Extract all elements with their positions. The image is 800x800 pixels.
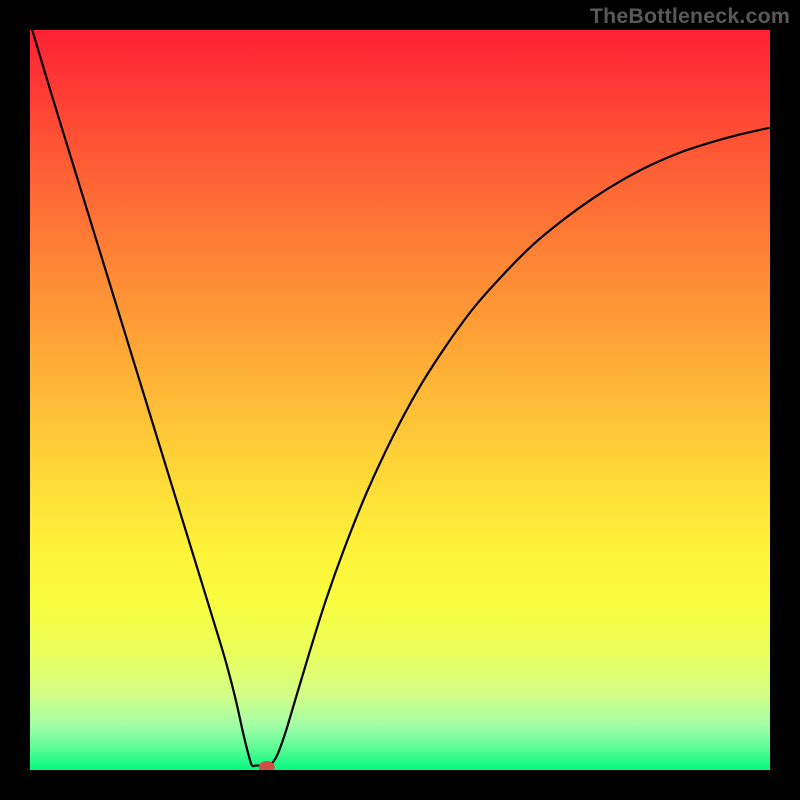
gradient-line-chart xyxy=(30,30,770,770)
watermark-text: TheBottleneck.com xyxy=(590,4,790,29)
gradient-background xyxy=(30,30,770,770)
plot-area xyxy=(30,30,770,770)
chart-frame: TheBottleneck.com xyxy=(0,0,800,800)
